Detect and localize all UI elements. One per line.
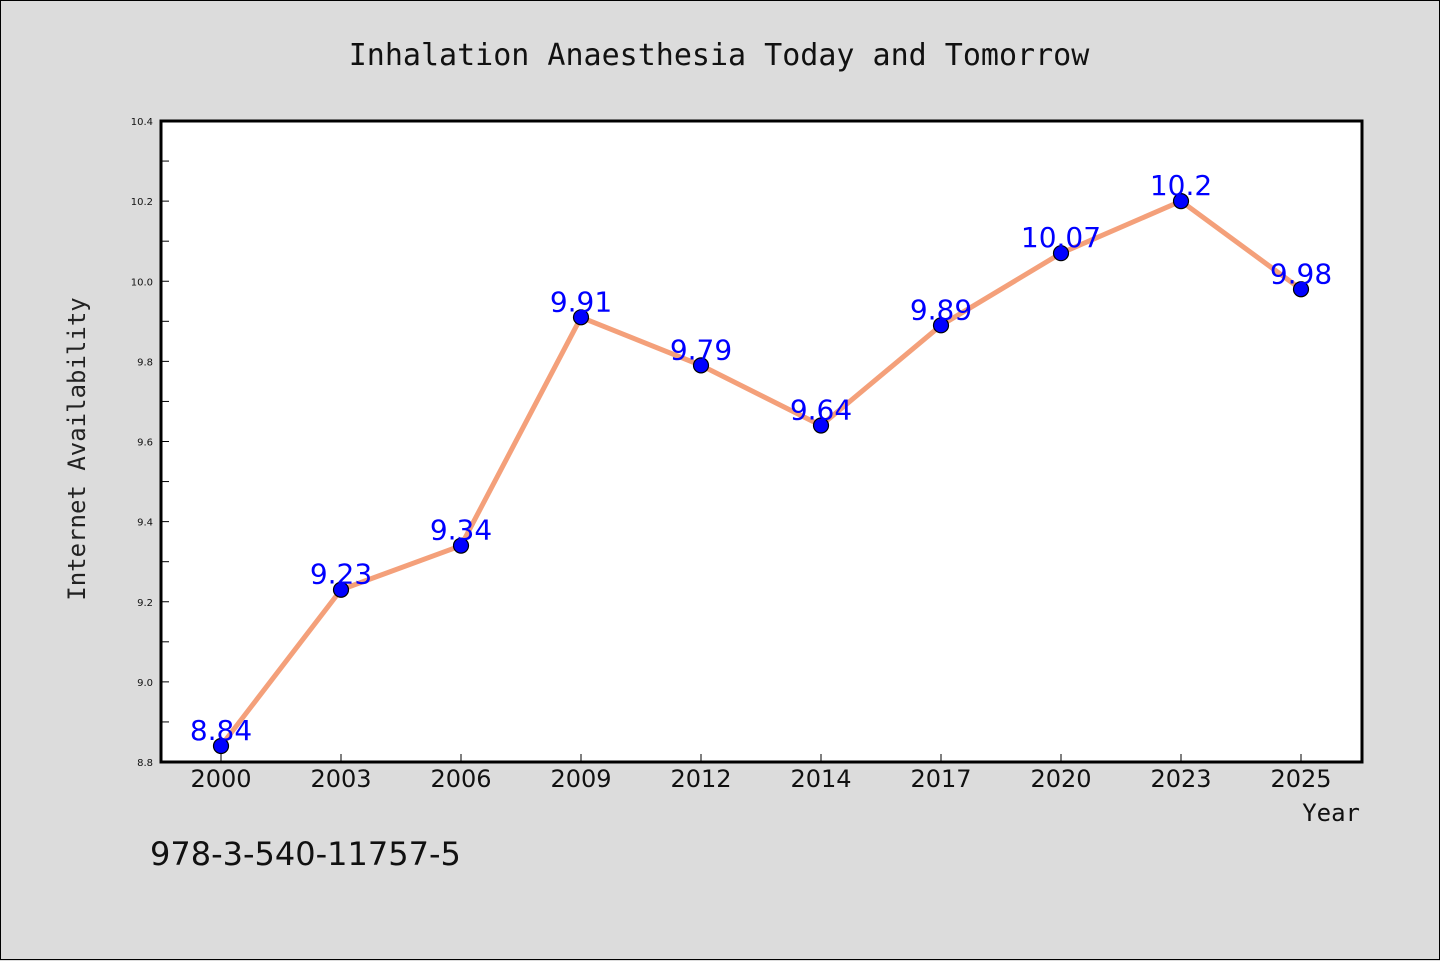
- data-label: 8.84: [190, 714, 252, 747]
- x-tick-label: 2000: [190, 765, 251, 793]
- data-labels: 8.84 9.23 9.34 9.91 9.79 9.64 9.89 10.07 10.2 9.9…: [190, 169, 1332, 747]
- y-tick-label: 9.6: [137, 438, 153, 449]
- x-tick-label: 2009: [550, 765, 611, 793]
- y-tick-label: 9.8: [137, 357, 153, 368]
- y-tick-label: 10.0: [131, 277, 153, 288]
- x-tick-label: 2014: [790, 765, 851, 793]
- data-point: [812, 417, 830, 434]
- plot-area: [159, 119, 1364, 764]
- data-point: [332, 581, 350, 598]
- x-tick-label: 2003: [310, 765, 371, 793]
- data-label: 9.23: [310, 558, 372, 591]
- x-tick-label: 2006: [430, 765, 491, 793]
- x-tick-label: 2020: [1030, 765, 1091, 793]
- chart-title: Inhalation Anaesthesia Today and Tomorro…: [349, 38, 1090, 73]
- data-point: [452, 537, 470, 554]
- series-line-group: [219, 198, 1303, 748]
- data-point: [1052, 245, 1070, 262]
- data-point: [1172, 193, 1190, 210]
- y-tick-label: 10.2: [131, 197, 153, 208]
- footnote-isbn: 978-3-540-11757-5: [150, 835, 461, 873]
- x-axis-label: Year: [1302, 799, 1360, 827]
- data-label: 9.91: [550, 285, 612, 318]
- data-point: [572, 309, 590, 326]
- x-tick-label: 2025: [1270, 765, 1331, 793]
- data-label: 10.2: [1150, 169, 1212, 202]
- data-label: 10.07: [1021, 221, 1101, 254]
- x-tick-label: 2012: [670, 765, 731, 793]
- y-axis-label: Internet Availability: [63, 297, 91, 600]
- x-tick-label: 2017: [910, 765, 971, 793]
- data-label: 9.98: [1270, 257, 1332, 290]
- series-markers: [212, 193, 1310, 755]
- x-tick-label: 2023: [1150, 765, 1211, 793]
- y-tick-label: 8.8: [137, 758, 153, 769]
- data-point: [212, 737, 230, 755]
- y-tick-label: 9.0: [137, 678, 153, 689]
- x-axis-ticks: 2000 2003 2006 2009 2012 2014 2017 2020 2023 2025: [190, 754, 1332, 793]
- data-label: 9.64: [790, 393, 852, 426]
- series-line: [219, 198, 1303, 748]
- data-point: [1292, 281, 1310, 298]
- data-point: [932, 317, 950, 334]
- data-label: 9.89: [910, 293, 972, 326]
- y-tick-label: 10.4: [131, 117, 153, 128]
- data-point: [692, 357, 710, 374]
- y-tick-label: 9.2: [137, 598, 153, 609]
- y-tick-label: 9.4: [137, 518, 153, 529]
- data-label: 9.34: [430, 514, 492, 547]
- data-label: 9.79: [670, 333, 732, 366]
- y-axis-ticks: 8.8 9.0 9.2 9.4 9.6 9.8 10.0 10.2 10.4: [131, 117, 169, 769]
